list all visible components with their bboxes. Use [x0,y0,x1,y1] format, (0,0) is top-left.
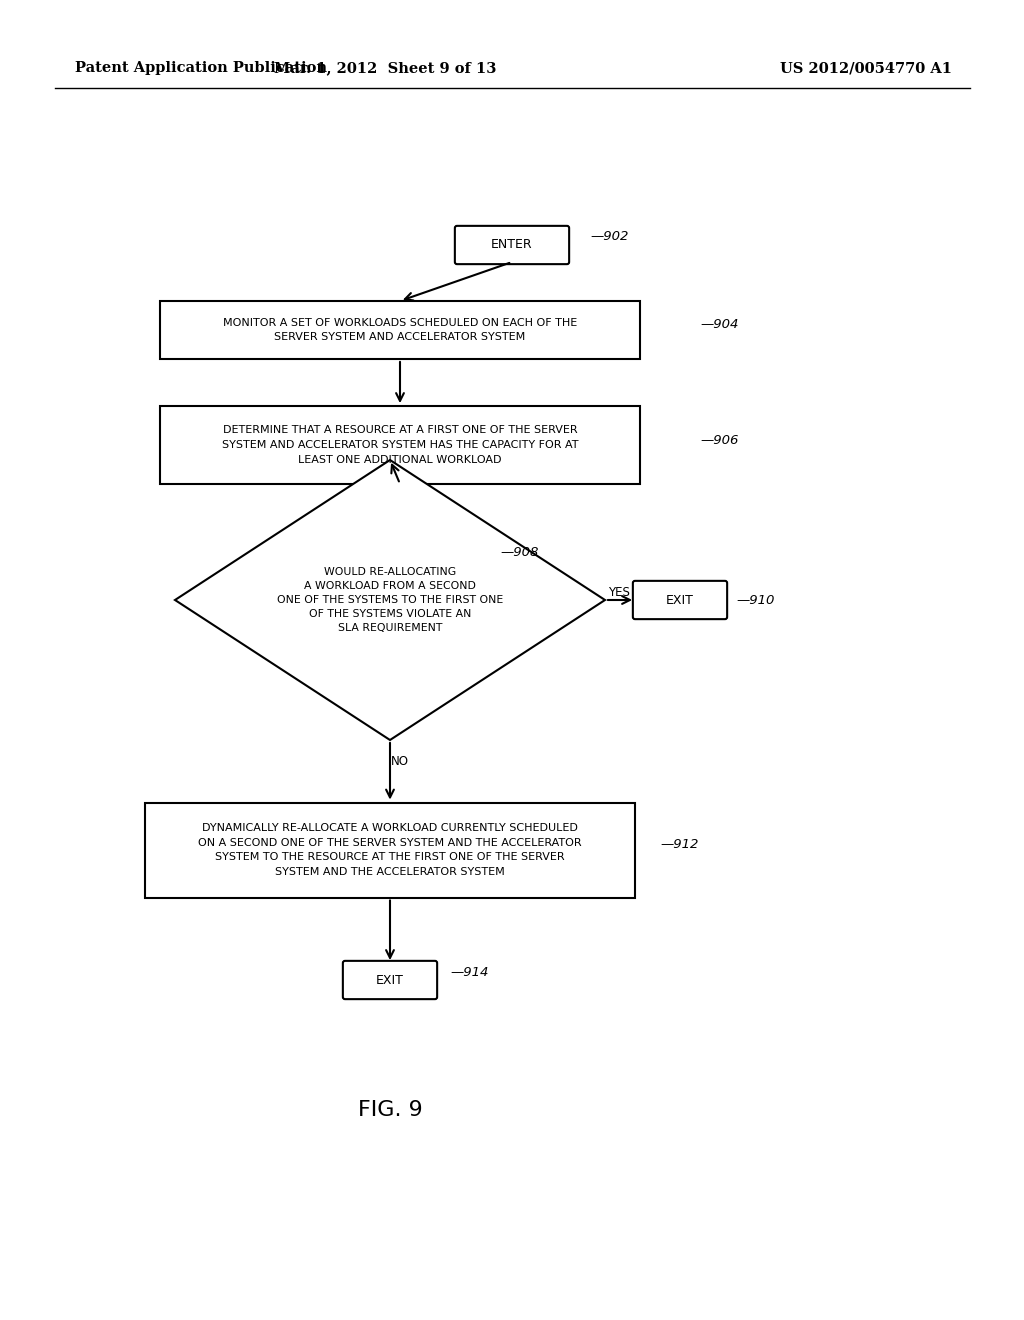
Text: US 2012/0054770 A1: US 2012/0054770 A1 [780,61,952,75]
FancyBboxPatch shape [633,581,727,619]
Text: FIG. 9: FIG. 9 [357,1100,422,1119]
FancyBboxPatch shape [455,226,569,264]
Text: —914: —914 [450,965,488,978]
Text: —906: —906 [700,433,738,446]
Text: —904: —904 [700,318,738,331]
Text: —912: —912 [660,838,698,851]
Text: DETERMINE THAT A RESOURCE AT A FIRST ONE OF THE SERVER
SYSTEM AND ACCELERATOR SY: DETERMINE THAT A RESOURCE AT A FIRST ONE… [222,425,579,465]
Text: —908: —908 [500,546,539,560]
Text: DYNAMICALLY RE-ALLOCATE A WORKLOAD CURRENTLY SCHEDULED
ON A SECOND ONE OF THE SE: DYNAMICALLY RE-ALLOCATE A WORKLOAD CURRE… [199,822,582,878]
Text: EXIT: EXIT [666,594,694,606]
Text: Patent Application Publication: Patent Application Publication [75,61,327,75]
Text: YES: YES [608,586,630,598]
Text: Mar. 1, 2012  Sheet 9 of 13: Mar. 1, 2012 Sheet 9 of 13 [273,61,497,75]
Text: ENTER: ENTER [492,239,532,252]
Text: NO: NO [391,755,409,768]
Text: EXIT: EXIT [376,974,403,986]
Bar [160,407,640,484]
Polygon shape [175,459,605,741]
Text: —902: —902 [590,231,629,243]
Text: WOULD RE-ALLOCATING
A WORKLOAD FROM A SECOND
ONE OF THE SYSTEMS TO THE FIRST ONE: WOULD RE-ALLOCATING A WORKLOAD FROM A SE… [276,568,503,634]
Text: —910: —910 [736,594,774,606]
Text: MONITOR A SET OF WORKLOADS SCHEDULED ON EACH OF THE
SERVER SYSTEM AND ACCELERATO: MONITOR A SET OF WORKLOADS SCHEDULED ON … [223,318,578,342]
FancyBboxPatch shape [343,961,437,999]
Bar [145,803,635,898]
Bar [160,301,640,359]
